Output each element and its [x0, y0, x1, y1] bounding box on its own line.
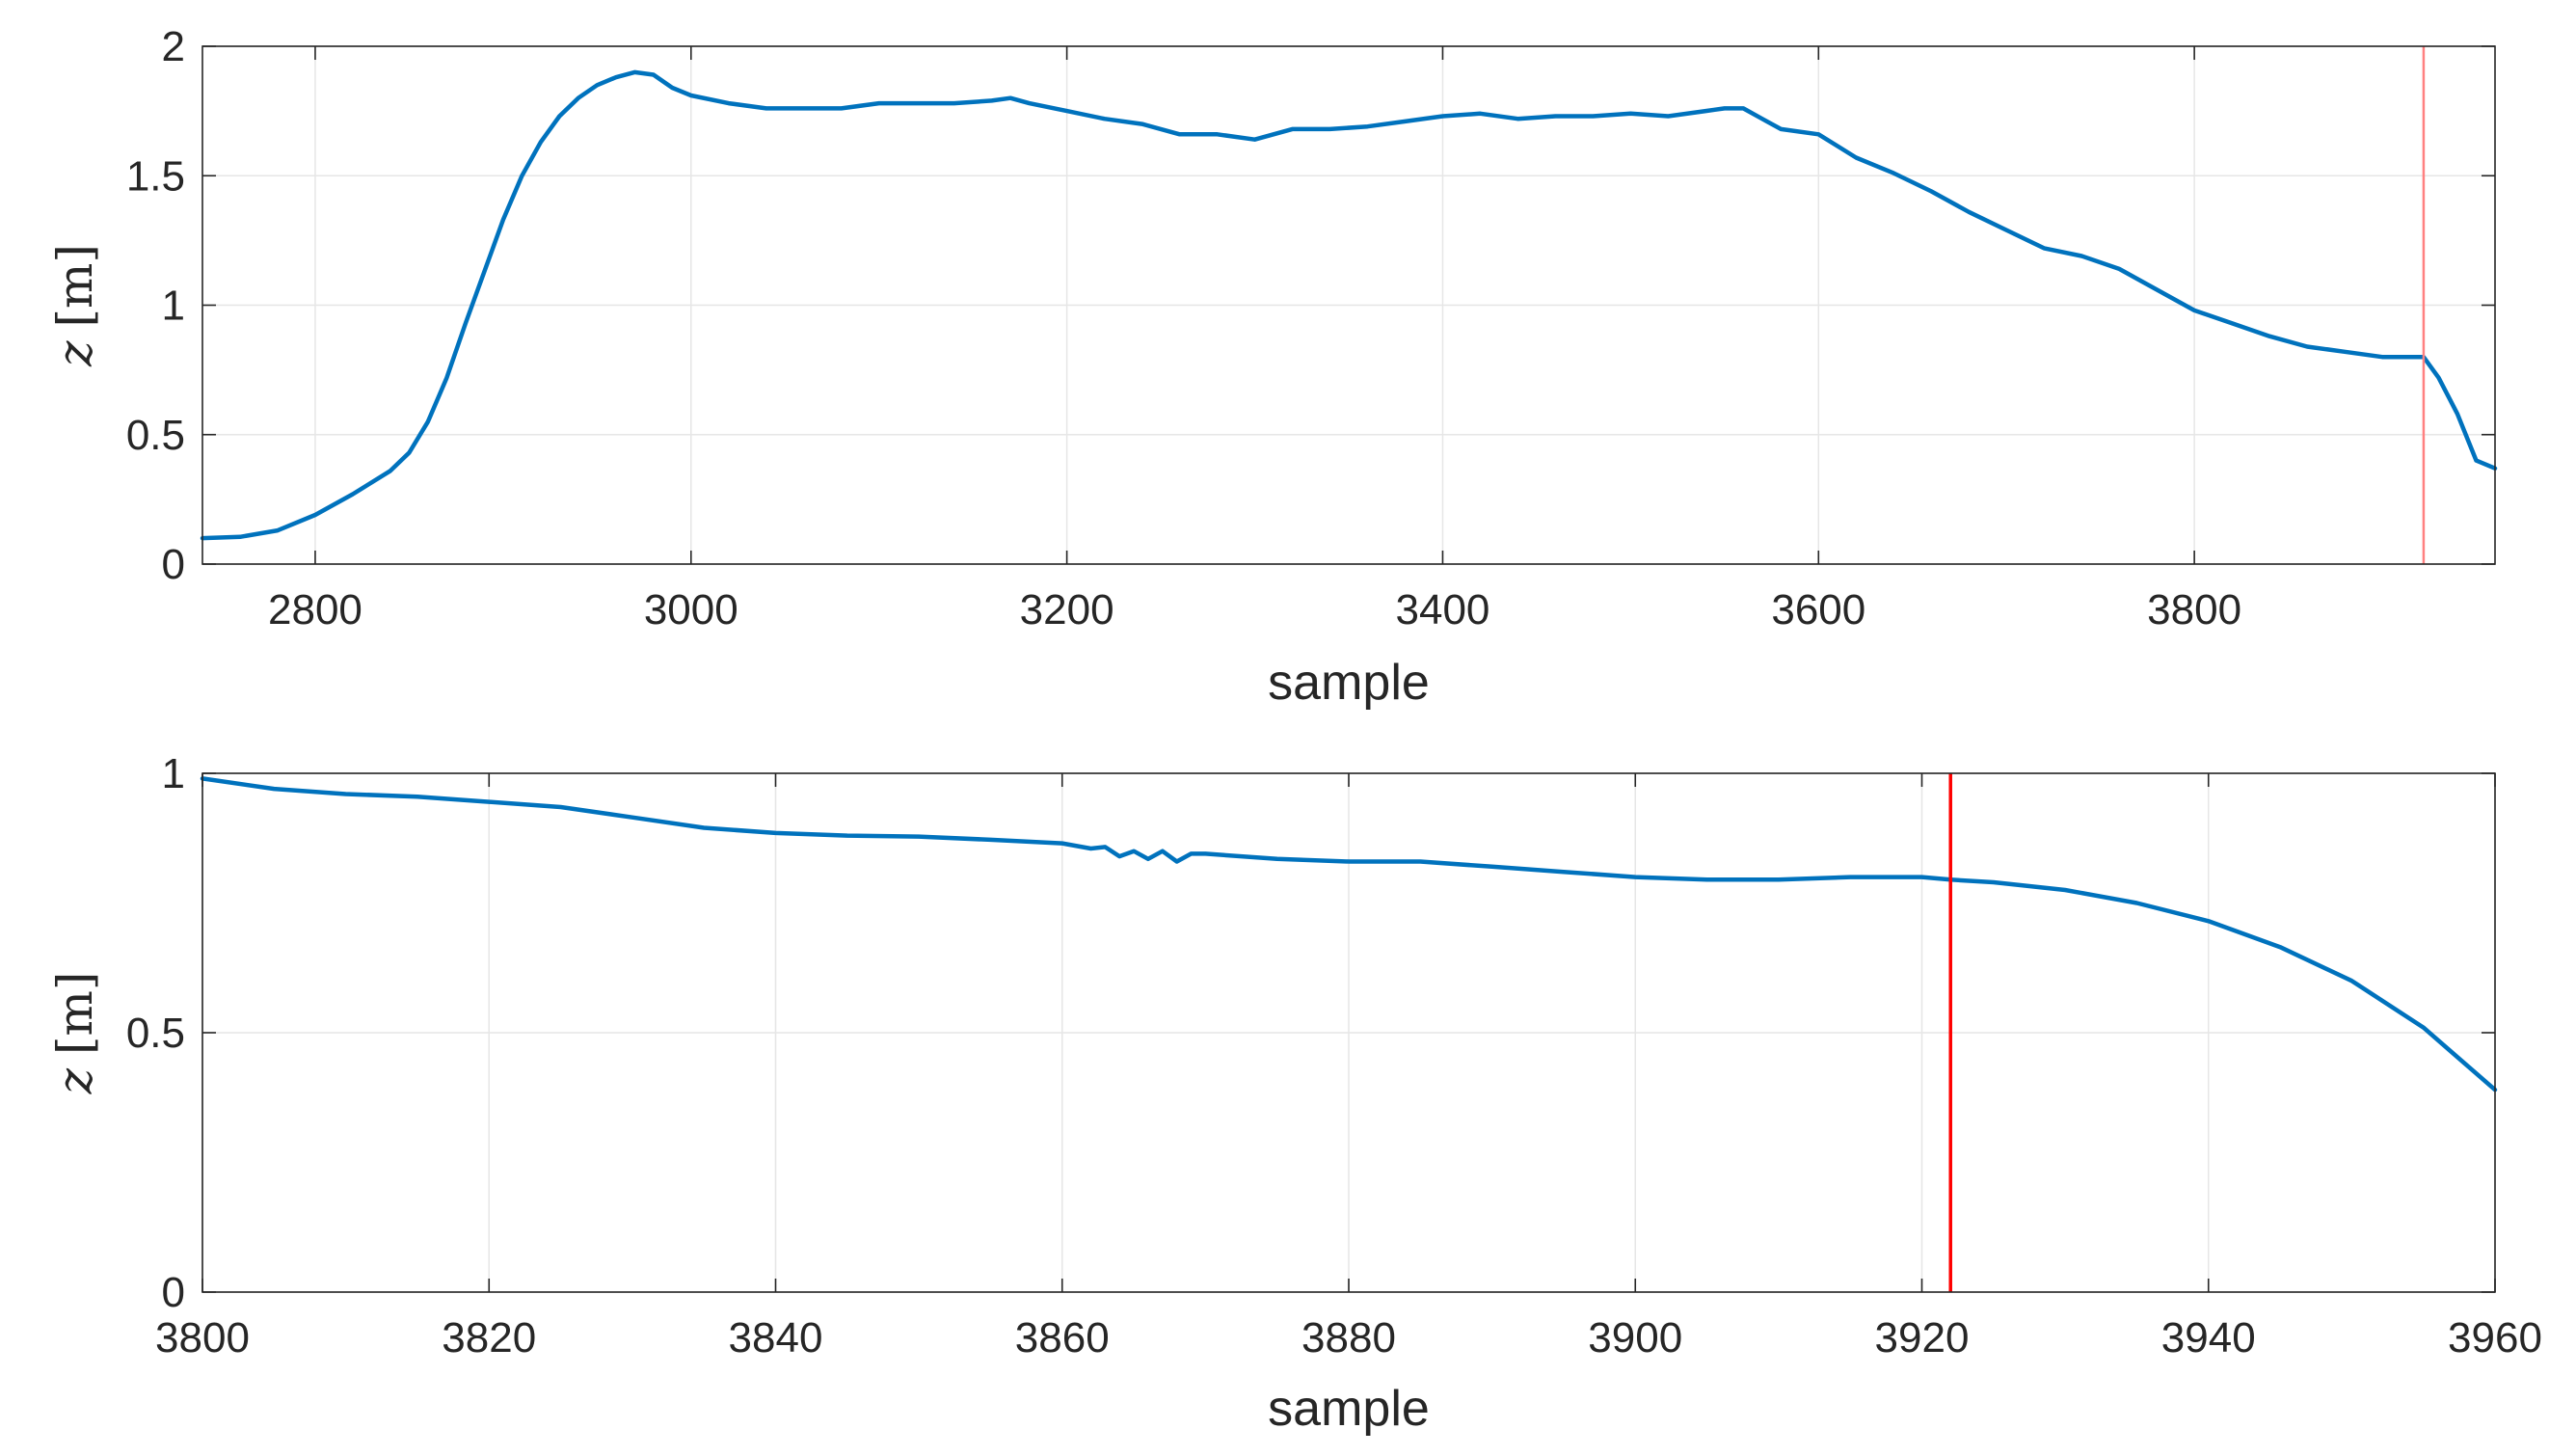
- y-tick-label: 2: [162, 23, 185, 70]
- y-axis-label-variable: z: [47, 1067, 103, 1094]
- top-subplot: 2800 3000 3200 3400 3600 3800 0 0.5 1 1.5 2 sample z…: [47, 23, 2498, 711]
- bottom-subplot: 3800 3820 3840 3860 3880 3900 3920 3940 3960 0 0.5…: [47, 750, 2542, 1437]
- x-axis-label: sample: [1268, 1381, 1430, 1437]
- y-axis-label-unit: [m]: [47, 244, 103, 327]
- x-tick-label: 3860: [1015, 1314, 1110, 1362]
- y-tick-label: 1: [162, 750, 185, 797]
- y-axis-label: z [m]: [47, 972, 103, 1095]
- x-tick-label: 3940: [2161, 1314, 2256, 1362]
- y-axis-label-variable: z: [47, 340, 103, 367]
- x-tick-label: 3820: [442, 1314, 536, 1362]
- x-tick-label: 3800: [155, 1314, 250, 1362]
- y-tick-label: 0.5: [126, 1010, 185, 1057]
- z-series-line: [200, 776, 2498, 1092]
- x-tick-label: 3000: [644, 586, 738, 634]
- x-tick-label: 3800: [2147, 586, 2241, 634]
- y-tick-label: 1: [162, 283, 185, 330]
- x-tick-label: 3200: [1020, 586, 1114, 634]
- x-axis-label: sample: [1268, 655, 1430, 711]
- y-axis-label-unit: [m]: [47, 972, 103, 1055]
- x-tick-label: 3840: [729, 1314, 823, 1362]
- x-tick-label: 3400: [1396, 586, 1490, 634]
- x-tick-label: 3600: [1771, 586, 1865, 634]
- z-series-line: [200, 69, 2498, 541]
- y-tick-label: 0: [162, 1269, 185, 1316]
- y-tick-label: 0.5: [126, 412, 185, 459]
- x-tick-label: 3920: [1875, 1314, 1970, 1362]
- x-tick-label: 2800: [268, 586, 362, 634]
- x-tick-label: 3880: [1301, 1314, 1396, 1362]
- x-tick-label: 3900: [1588, 1314, 1682, 1362]
- x-tick-label: 3960: [2448, 1314, 2542, 1362]
- y-axis-label: z [m]: [47, 244, 103, 367]
- y-tick-label: 0: [162, 541, 185, 588]
- y-tick-label: 1.5: [126, 152, 185, 200]
